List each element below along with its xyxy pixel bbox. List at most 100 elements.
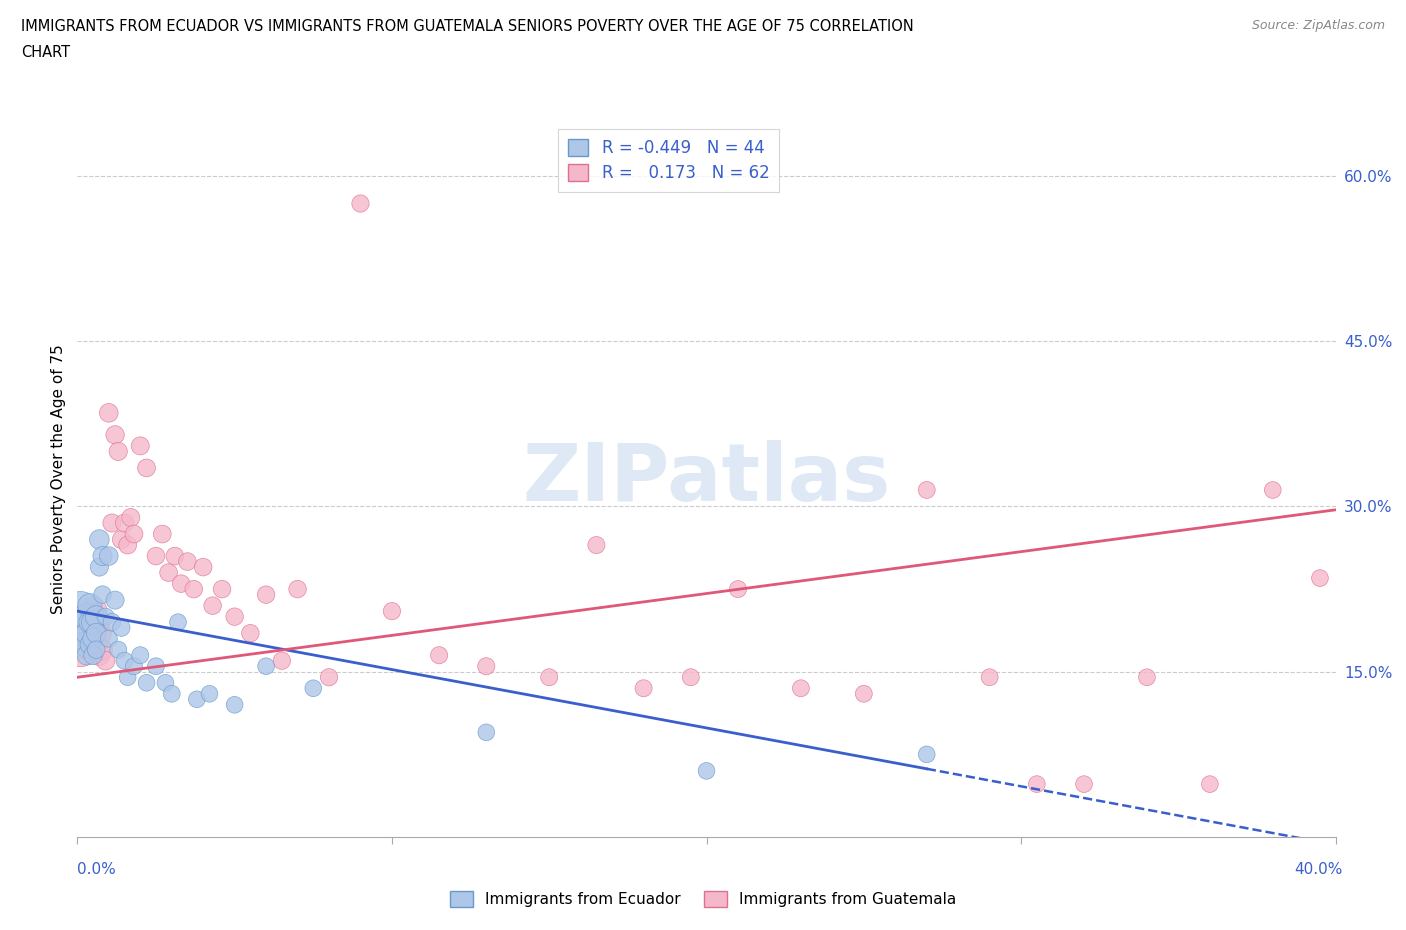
Point: [696, 764, 718, 778]
Point: [76, 615, 98, 630]
Point: [82, 648, 104, 663]
Point: [114, 515, 136, 530]
Point: [915, 483, 938, 498]
Point: [84, 609, 107, 624]
Point: [101, 515, 124, 530]
Point: [82, 615, 104, 630]
Y-axis label: Seniors Poverty Over the Age of 75: Seniors Poverty Over the Age of 75: [51, 344, 66, 614]
Point: [1198, 777, 1220, 791]
Text: IMMIGRANTS FROM ECUADOR VS IMMIGRANTS FROM GUATEMALA SENIORS POVERTY OVER THE AG: IMMIGRANTS FROM ECUADOR VS IMMIGRANTS FR…: [21, 19, 914, 33]
Point: [145, 658, 167, 673]
Point: [167, 615, 190, 630]
Point: [381, 604, 404, 618]
Point: [318, 670, 340, 684]
Point: [427, 648, 450, 663]
Point: [150, 526, 173, 541]
Point: [91, 587, 114, 602]
Point: [107, 643, 129, 658]
Point: [97, 631, 120, 646]
Point: [163, 549, 186, 564]
Point: [110, 620, 132, 635]
Legend: R = -0.449   N = 44, R =   0.173   N = 62: R = -0.449 N = 44, R = 0.173 N = 62: [558, 129, 779, 193]
Point: [79, 598, 101, 613]
Text: Source: ZipAtlas.com: Source: ZipAtlas.com: [1251, 19, 1385, 32]
Point: [89, 532, 111, 547]
Point: [94, 653, 117, 668]
Text: 0.0%: 0.0%: [77, 862, 117, 877]
Point: [979, 670, 1001, 684]
Point: [120, 510, 142, 525]
Point: [224, 609, 246, 624]
Text: 40.0%: 40.0%: [1295, 862, 1343, 877]
Point: [254, 658, 277, 673]
Point: [79, 615, 101, 630]
Point: [82, 631, 104, 646]
Point: [170, 577, 193, 591]
Point: [104, 428, 127, 443]
Point: [97, 405, 120, 420]
Point: [1073, 777, 1095, 791]
Point: [475, 658, 498, 673]
Point: [101, 615, 124, 630]
Point: [1261, 483, 1284, 498]
Point: [110, 532, 132, 547]
Point: [69, 643, 91, 658]
Point: [72, 637, 94, 652]
Point: [79, 631, 101, 646]
Point: [122, 658, 145, 673]
Point: [76, 609, 98, 624]
Point: [117, 670, 139, 684]
Point: [84, 615, 107, 630]
Point: [201, 598, 224, 613]
Point: [72, 637, 94, 652]
Point: [97, 549, 120, 564]
Legend: Immigrants from Ecuador, Immigrants from Guatemala: Immigrants from Ecuador, Immigrants from…: [444, 884, 962, 913]
Point: [727, 581, 749, 596]
Point: [270, 653, 292, 668]
Point: [852, 686, 875, 701]
Point: [89, 648, 111, 663]
Point: [186, 692, 208, 707]
Point: [475, 724, 498, 739]
Point: [1025, 777, 1047, 791]
Point: [91, 643, 114, 658]
Point: [254, 587, 277, 602]
Point: [1136, 670, 1159, 684]
Point: [122, 526, 145, 541]
Point: [72, 615, 94, 630]
Point: [538, 670, 561, 684]
Point: [84, 626, 107, 641]
Point: [1309, 571, 1331, 586]
Point: [176, 554, 198, 569]
Point: [155, 675, 177, 690]
Point: [69, 626, 91, 641]
Point: [915, 747, 938, 762]
Point: [211, 581, 233, 596]
Point: [157, 565, 180, 580]
Point: [633, 681, 655, 696]
Point: [117, 538, 139, 552]
Point: [160, 686, 183, 701]
Text: ZIPatlas: ZIPatlas: [523, 440, 890, 518]
Point: [224, 698, 246, 712]
Point: [79, 609, 101, 624]
Point: [76, 626, 98, 641]
Point: [135, 460, 157, 475]
Point: [129, 648, 152, 663]
Point: [79, 637, 101, 652]
Point: [76, 648, 98, 663]
Point: [114, 653, 136, 668]
Point: [145, 549, 167, 564]
Point: [585, 538, 607, 552]
Point: [239, 626, 262, 641]
Point: [72, 615, 94, 630]
Point: [198, 686, 221, 701]
Point: [84, 637, 107, 652]
Point: [135, 675, 157, 690]
Point: [69, 604, 91, 618]
Point: [287, 581, 309, 596]
Point: [82, 604, 104, 618]
Point: [89, 626, 111, 641]
Point: [69, 626, 91, 641]
Point: [91, 549, 114, 564]
